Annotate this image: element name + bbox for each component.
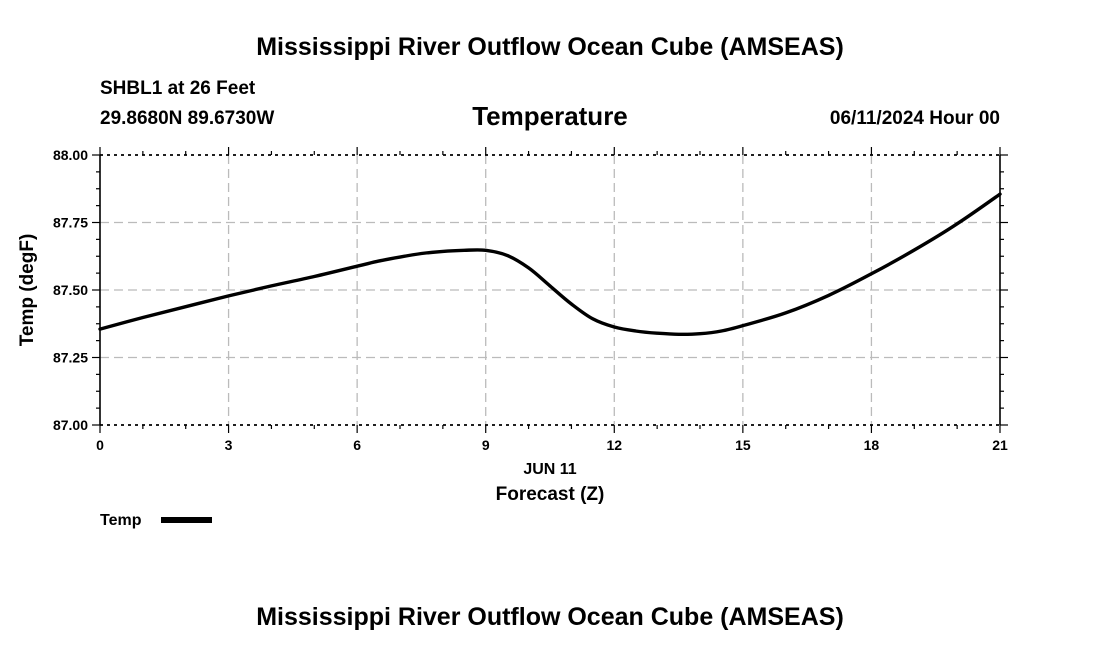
- x-tick-label: 12: [606, 437, 622, 453]
- x-tick-label: 15: [735, 437, 751, 453]
- y-tick-label: 87.75: [53, 215, 88, 231]
- x-tick-label: 21: [992, 437, 1008, 453]
- x-axis-label: Forecast (Z): [496, 484, 605, 505]
- y-tick-labels: 87.00 87.25 87.50 87.75 88.00: [53, 147, 88, 433]
- y-axis-label: Temp (degF): [17, 234, 38, 347]
- x-tick-label: 18: [864, 437, 880, 453]
- x-tick-labels: 0 3 6 9 12 15 18 21: [96, 437, 1008, 453]
- chart-main-title: Mississippi River Outflow Ocean Cube (AM…: [256, 33, 844, 61]
- y-tick-label: 88.00: [53, 147, 88, 163]
- x-tick-label: 3: [225, 437, 233, 453]
- datetime-label: 06/11/2024 Hour 00: [830, 108, 1000, 129]
- x-tick-label: 6: [353, 437, 361, 453]
- coordinates-label: 29.8680N 89.6730W: [100, 108, 274, 129]
- x-tick-label: 9: [482, 437, 490, 453]
- x-tick-label: 0: [96, 437, 104, 453]
- x-date-label: JUN 11: [523, 461, 576, 478]
- chart-title: Temperature: [472, 101, 628, 131]
- series-lines: [98, 192, 1002, 337]
- legend-label: Temp: [100, 512, 142, 529]
- station-label: SHBL1 at 26 Feet: [100, 78, 256, 99]
- y-tick-label: 87.50: [53, 282, 88, 298]
- footer-title: Mississippi River Outflow Ocean Cube (AM…: [256, 603, 844, 631]
- series-line-temp: [98, 192, 1002, 337]
- y-tick-label: 87.00: [53, 417, 88, 433]
- y-tick-label: 87.25: [53, 350, 88, 366]
- tick-marks: [92, 147, 1008, 433]
- grid-lines: [100, 155, 1000, 425]
